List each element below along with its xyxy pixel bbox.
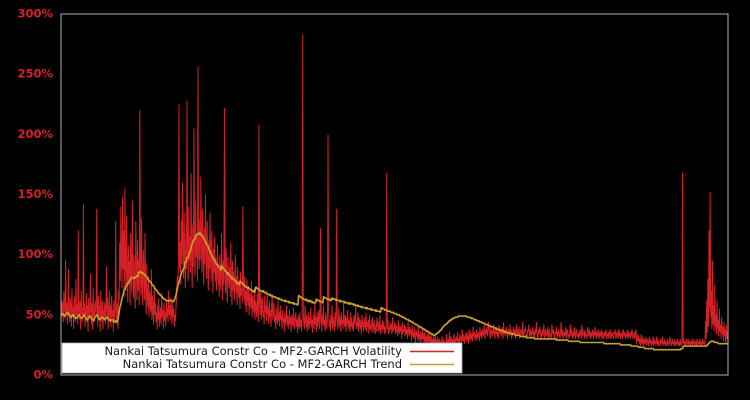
plot-frame (60, 13, 729, 376)
legend-entries: Nankai Tatsumura Constr Co - MF2-GARCH V… (104, 344, 454, 371)
y-axis-tick-label: 50% (25, 307, 53, 321)
legend-background (61, 342, 463, 374)
series-line-volatility (60, 34, 729, 351)
y-axis-tick-label: 200% (17, 127, 53, 141)
series-line-trend (60, 232, 729, 351)
y-axis-tick-labels: 0% 50% 100% 150% 200% 250% 300% (17, 7, 53, 382)
legend-entry-label: Nankai Tatsumura Constr Co - MF2-GARCH V… (104, 344, 402, 358)
legend-entry-label: Nankai Tatsumura Constr Co - MF2-GARCH T… (123, 357, 402, 371)
y-axis-tick-label: 100% (17, 247, 53, 261)
chart-legend: Nankai Tatsumura Constr Co - MF2-GARCH V… (61, 342, 463, 374)
y-axis-tick-label: 250% (17, 67, 53, 81)
plot-series-group (60, 34, 729, 351)
y-axis-tick-label: 150% (17, 187, 53, 201)
y-axis-tick-label: 0% (33, 368, 53, 382)
y-axis-tick-label: 300% (17, 7, 53, 21)
